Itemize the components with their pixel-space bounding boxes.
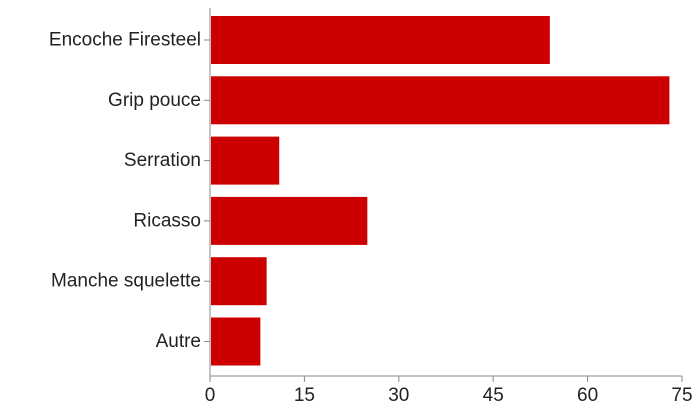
- x-tick-label: 0: [205, 385, 216, 406]
- category-label: Encoche Firesteel: [49, 30, 201, 51]
- bar: [211, 136, 280, 185]
- axes: [204, 8, 682, 377]
- x-tick-label: 75: [671, 385, 692, 406]
- x-tick-label: 45: [483, 385, 504, 406]
- x-tick-label: 30: [388, 385, 409, 406]
- category-label: Serration: [124, 150, 201, 171]
- category-label: Manche squelette: [51, 271, 201, 292]
- category-labels: Encoche Firesteel Grip pouce Serration Rica…: [49, 30, 201, 353]
- category-label: Ricasso: [133, 210, 201, 231]
- bar: [211, 257, 267, 306]
- bar: [211, 16, 550, 64]
- x-axis-ticks: 0 15 30 45 60 75: [205, 376, 693, 406]
- x-tick-label: 60: [577, 385, 598, 406]
- category-label: Grip pouce: [108, 90, 201, 111]
- bar: [211, 317, 261, 366]
- category-label: Autre: [156, 331, 201, 352]
- x-tick-label: 15: [294, 385, 315, 406]
- bar: [211, 196, 368, 245]
- bar: [211, 76, 670, 125]
- bars-group: [211, 16, 670, 366]
